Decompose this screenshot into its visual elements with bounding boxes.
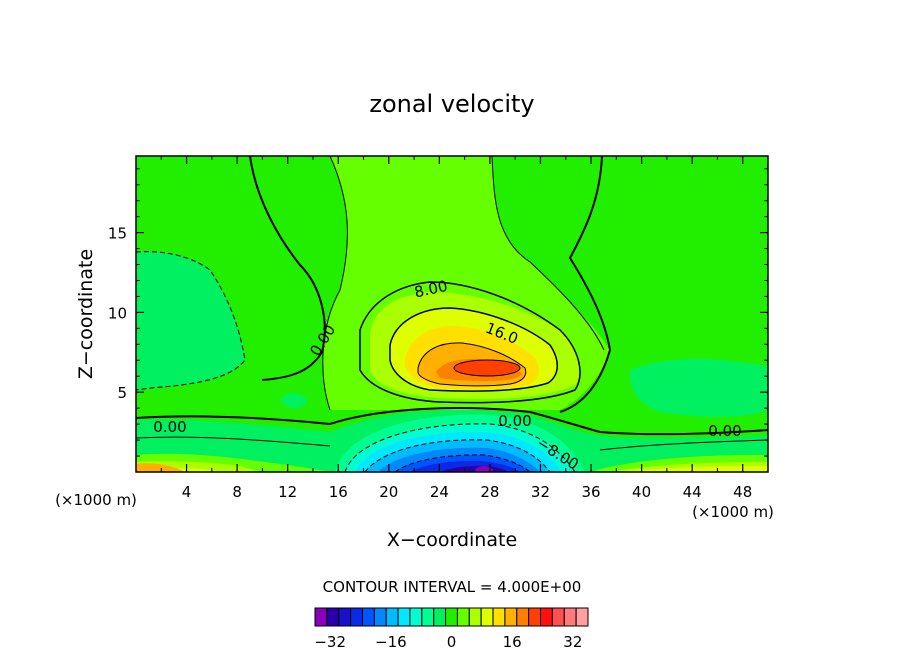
contour-line-neg-4 <box>136 251 246 391</box>
field-fill-20to24 <box>136 463 185 472</box>
x-tick-label: 48 <box>733 483 752 501</box>
contour-line-8 <box>359 281 581 404</box>
colorbar-tick-label: −32 <box>314 633 346 651</box>
colorbar-swatch <box>468 607 482 627</box>
colorbar-tick-label: −16 <box>375 633 407 651</box>
colorbar-swatch <box>373 607 387 627</box>
colorbar-swatch <box>492 607 506 627</box>
x-axis-label: X−coordinate <box>387 529 517 551</box>
y-axis-label: Z−coordinate <box>75 249 97 379</box>
contour-line-16 <box>389 307 558 392</box>
chart-title: zonal velocity <box>369 90 534 118</box>
x-tick-label: 24 <box>430 483 449 501</box>
contour-line-4 <box>136 436 768 451</box>
colorbar-swatch <box>433 607 447 627</box>
field-fill-32to36 <box>454 360 520 376</box>
contour-interval-text: CONTOUR INTERVAL = 4.000E+00 <box>323 578 582 596</box>
contour-line-24 <box>417 342 527 387</box>
colorbar-swatch <box>445 607 458 627</box>
x-units-label-right: (×1000 m) <box>692 503 774 521</box>
colorbar-tick-label: 16 <box>503 633 522 651</box>
x-tick-label: 44 <box>683 483 702 501</box>
colorbar-swatch <box>480 607 494 627</box>
colorbar-swatch <box>350 607 363 627</box>
x-tick-label: 20 <box>379 483 398 501</box>
x-tick-label: 12 <box>278 483 297 501</box>
colorbar-swatch <box>409 607 423 627</box>
colorbar-swatch <box>551 607 565 627</box>
x-tick-label: 32 <box>531 483 550 501</box>
x-units-label-left: (×1000 m) <box>55 491 137 509</box>
colorbar-swatch <box>540 607 553 627</box>
x-tick-label: 16 <box>329 483 348 501</box>
y-tick-label: 10 <box>108 304 127 322</box>
colorbar-swatch <box>361 607 375 627</box>
x-tick-label: 28 <box>480 483 499 501</box>
y-tick-label: 15 <box>108 225 127 243</box>
colorbar-swatch <box>385 607 399 627</box>
x-tick-label: 4 <box>182 483 192 501</box>
field-fill-16to20 <box>620 466 768 472</box>
field-fill-neg-36to-32 <box>475 466 493 472</box>
contour-line-8 <box>322 156 348 411</box>
colorbar-swatch <box>563 607 577 627</box>
contour-label: 0.00 <box>708 422 741 440</box>
plot-area: 8.00 16.0 0.00 0.00 0.00 −8.00 0.00 4 8 12… <box>108 155 769 501</box>
y-axis-ticks: 5 10 15 <box>108 168 768 457</box>
colorbar-swatch <box>421 607 435 627</box>
colorbar-swatch <box>456 607 470 627</box>
colorbar-swatch <box>504 607 518 627</box>
colorbar-tick-labels: −32 −16 0 16 32 <box>314 633 582 651</box>
contour-line-0 <box>559 156 612 413</box>
field-fill-0to4 <box>280 393 308 409</box>
colorbar-swatch <box>314 607 328 627</box>
plot-frame <box>135 155 769 473</box>
colorbar-tick-label: 0 <box>447 633 457 651</box>
contour-label: 0.00 <box>153 418 186 436</box>
contour-label: 0.00 <box>498 412 531 430</box>
colorbar-swatch <box>516 607 530 627</box>
colorbar-swatch <box>575 607 589 627</box>
colorbar-swatch <box>397 607 411 627</box>
colorbar <box>314 607 589 627</box>
colorbar-tick-label: 32 <box>563 633 582 651</box>
x-tick-label: 40 <box>632 483 651 501</box>
colorbar-swatch <box>326 607 340 627</box>
field-fill-0to4 <box>136 251 245 390</box>
contour-line-8 <box>491 156 605 351</box>
contour-line-0 <box>249 156 326 381</box>
colorbar-swatch <box>338 607 352 627</box>
field-fill-0to4 <box>629 358 768 417</box>
x-axis-ticks: 4 8 12 16 20 24 28 32 36 40 44 48 <box>160 156 752 501</box>
x-tick-label: 8 <box>232 483 242 501</box>
contour-line-32 <box>453 359 521 377</box>
contour-line-0 <box>136 407 768 436</box>
y-tick-label: 5 <box>117 384 127 402</box>
colorbar-swatch <box>528 607 542 627</box>
x-tick-label: 36 <box>581 483 600 501</box>
contour-line-neg <box>344 423 576 472</box>
